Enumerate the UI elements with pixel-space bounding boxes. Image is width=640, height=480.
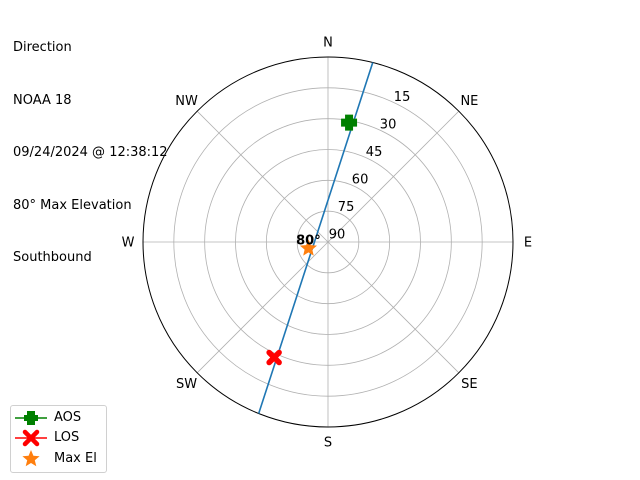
direction-label: SW bbox=[176, 377, 197, 392]
aos-marker bbox=[341, 114, 358, 131]
legend-entry-los: LOS bbox=[11, 428, 106, 448]
direction-label: NE bbox=[460, 94, 478, 109]
legend-label-aos: AOS bbox=[54, 410, 82, 425]
legend-label-los: LOS bbox=[54, 430, 80, 445]
legend-label-max-el: Max El bbox=[54, 451, 97, 466]
title-line-2: NOAA 18 bbox=[13, 92, 72, 108]
direction-label: E bbox=[524, 236, 532, 251]
chart-title: Direction NOAA 18 09/24/2024 @ 12:38:12 … bbox=[13, 4, 168, 284]
radial-tick-label: 15 bbox=[394, 90, 411, 105]
title-line-5: Southbound bbox=[13, 250, 92, 265]
radial-tick-label: 45 bbox=[366, 145, 383, 160]
polar-frame bbox=[142, 56, 514, 428]
radial-tick-label: 75 bbox=[338, 200, 355, 215]
radial-tick-label: 90 bbox=[329, 228, 346, 243]
grid-spoke bbox=[196, 241, 329, 374]
radial-tick-label: 30 bbox=[380, 118, 397, 133]
direction-label: N bbox=[323, 36, 333, 51]
title-line-1: Direction bbox=[13, 40, 72, 55]
direction-label: W bbox=[122, 236, 135, 251]
radial-tick-label: 60 bbox=[352, 173, 369, 188]
los-marker bbox=[266, 349, 282, 366]
max-el-marker bbox=[299, 239, 317, 256]
title-line-3: 09/24/2024 @ 12:38:12 bbox=[13, 145, 168, 160]
star-marker-icon bbox=[22, 450, 40, 467]
legend-entry-max-el: Max El bbox=[11, 449, 106, 469]
grid-spoke bbox=[327, 110, 460, 243]
direction-label: NW bbox=[175, 94, 198, 109]
legend-entry-aos: AOS bbox=[11, 408, 106, 428]
title-line-4: 80° Max Elevation bbox=[13, 197, 132, 213]
aos-marker-icon bbox=[15, 411, 47, 425]
grid-spoke bbox=[327, 241, 460, 374]
los-marker-icon bbox=[15, 429, 47, 447]
direction-label: S bbox=[324, 436, 332, 451]
direction-label: SE bbox=[461, 377, 477, 392]
max-el-annotation: 80° bbox=[296, 233, 321, 248]
grid-spoke bbox=[196, 110, 329, 243]
legend: AOS LOS Max El bbox=[10, 405, 107, 473]
